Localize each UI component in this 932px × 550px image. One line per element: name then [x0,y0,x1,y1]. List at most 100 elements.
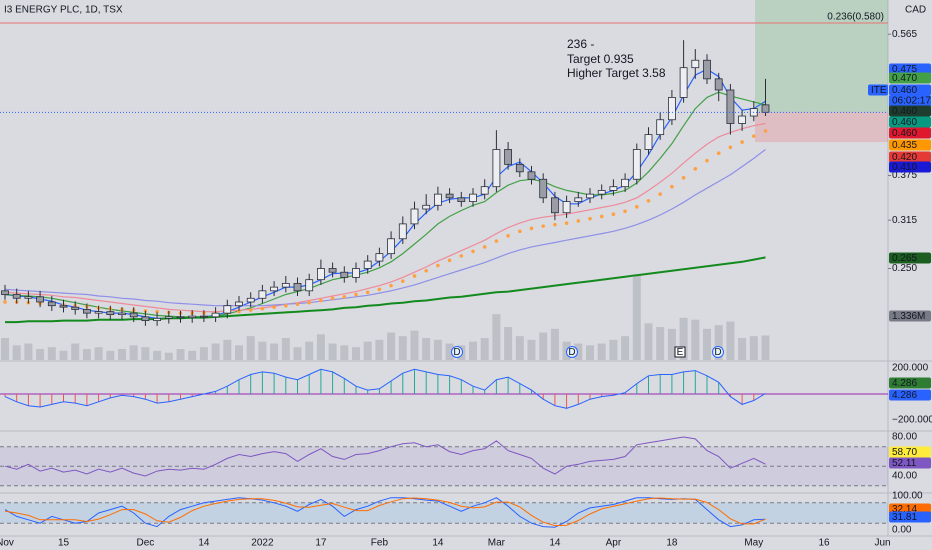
ma-dot [3,300,7,304]
x-tick-label: 2022 [251,538,274,549]
volume-bar [352,347,360,360]
event-marker [674,346,686,358]
ma-dot [494,239,499,243]
ma-dot [506,233,510,238]
ma-dot [553,222,557,227]
price-label-box [889,139,931,151]
candle-body [363,260,372,269]
macd-tick-label: −200.000 [892,415,932,426]
candle-body [433,193,442,206]
ma-dot [365,290,370,295]
ma-dot [272,305,276,309]
x-tick-label: 18 [666,538,678,549]
volume-bar [574,343,583,360]
position-stop-zone [755,112,888,143]
price-label-box [889,151,931,163]
candle-body [94,311,103,314]
volume-bar [270,343,279,360]
candle-body [668,97,676,121]
candle-body [199,315,208,318]
candle-body [188,315,197,319]
ma-dot [588,216,592,221]
price-label-box [889,72,931,84]
volume-bar [480,338,489,360]
x-tick-label: Jun [874,538,890,549]
countdown-box [889,95,931,107]
volume-bar [316,334,325,360]
volume-bar [246,336,255,360]
candle-body [539,178,548,199]
candle-body [141,316,150,321]
volume-bar [71,343,80,360]
moving-average [4,122,766,313]
volume-bar [199,347,208,360]
ma-dot [459,254,464,258]
volume-bar [153,350,162,360]
candle-body [235,301,243,307]
price-label: 0.460 [892,128,917,139]
volume-bar [749,336,758,360]
volume-bar [714,325,723,360]
volume-bar [738,338,747,360]
rsi-value-label-box [889,457,931,469]
symbol-box [868,84,888,96]
candle-body [504,149,513,165]
x-tick-label: Feb [371,538,389,549]
candle-body [211,312,220,318]
volume-bar [656,327,665,360]
candle-body [270,286,279,292]
candle-body [176,316,185,319]
volume-bar [36,349,45,360]
volume-label-box [889,310,931,322]
macd-value-label: 4.286 [892,378,917,389]
position-target-zone [755,0,888,113]
last-price-label-box [889,84,931,96]
ma-dot [307,300,312,305]
volume-bar [363,341,372,360]
volume-bar [24,343,33,360]
ma-dot [681,175,686,180]
stoch-k-line [4,497,766,528]
x-tick-label: Mar [488,538,506,549]
candle-body [246,297,255,303]
rsi-value-label: 52.11 [892,458,917,469]
candle-body [574,197,583,202]
ma-dot [740,140,744,144]
candle-body [47,301,56,307]
ma-dot [436,263,440,268]
annotation: 236 - [567,37,594,51]
ma-dot [693,167,698,171]
event-label: E [677,347,684,358]
stoch-band [0,502,888,524]
ma-dot [658,192,662,196]
volume-bar [164,352,173,360]
volume-bar [644,323,653,360]
candle-body [621,178,629,188]
candle-body [129,312,138,318]
volume-bar [235,345,243,360]
volume-bar [129,345,138,360]
ma-dot [248,308,253,312]
ma-dot [389,283,393,288]
x-tick-label: 15 [58,538,70,549]
event-marker [566,346,578,358]
ma-dot [564,221,569,225]
x-tick-label: 17 [315,538,327,549]
x-tick-label: Nov [0,538,14,549]
event-marker [712,346,724,358]
price-label: 0.460 [892,117,917,128]
volume-bar [12,345,21,360]
ma-dot [518,229,522,234]
rsi-tick-label: 40.00 [892,471,917,482]
countdown: 06:02:17 [892,96,931,107]
ma-dot [541,224,545,228]
volume-bar [621,336,630,360]
x-tick-label: May [744,538,763,549]
volume-bar [293,347,302,360]
ma-dot [670,184,674,189]
volume-bar [176,349,185,360]
candle-body [738,115,746,124]
volume-bar [469,341,477,360]
candle-body [106,311,115,316]
